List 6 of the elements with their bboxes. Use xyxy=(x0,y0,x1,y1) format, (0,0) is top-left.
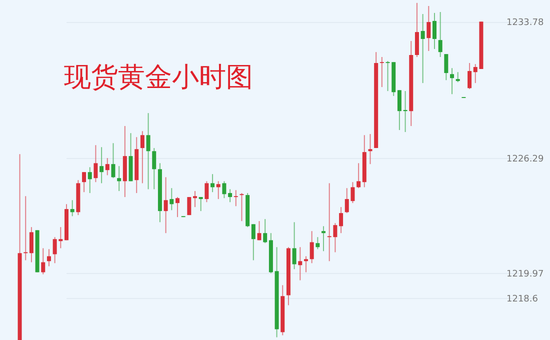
y-tick-label: 1226.29 xyxy=(506,154,544,165)
text: 现货黄金小时图 xyxy=(64,62,253,93)
y-tick-label: 1219.97 xyxy=(506,270,544,280)
y-tick-label: 1233.78 xyxy=(506,18,544,28)
candlestick xyxy=(187,196,192,216)
y-tick-label: 1218.6 xyxy=(506,294,538,305)
